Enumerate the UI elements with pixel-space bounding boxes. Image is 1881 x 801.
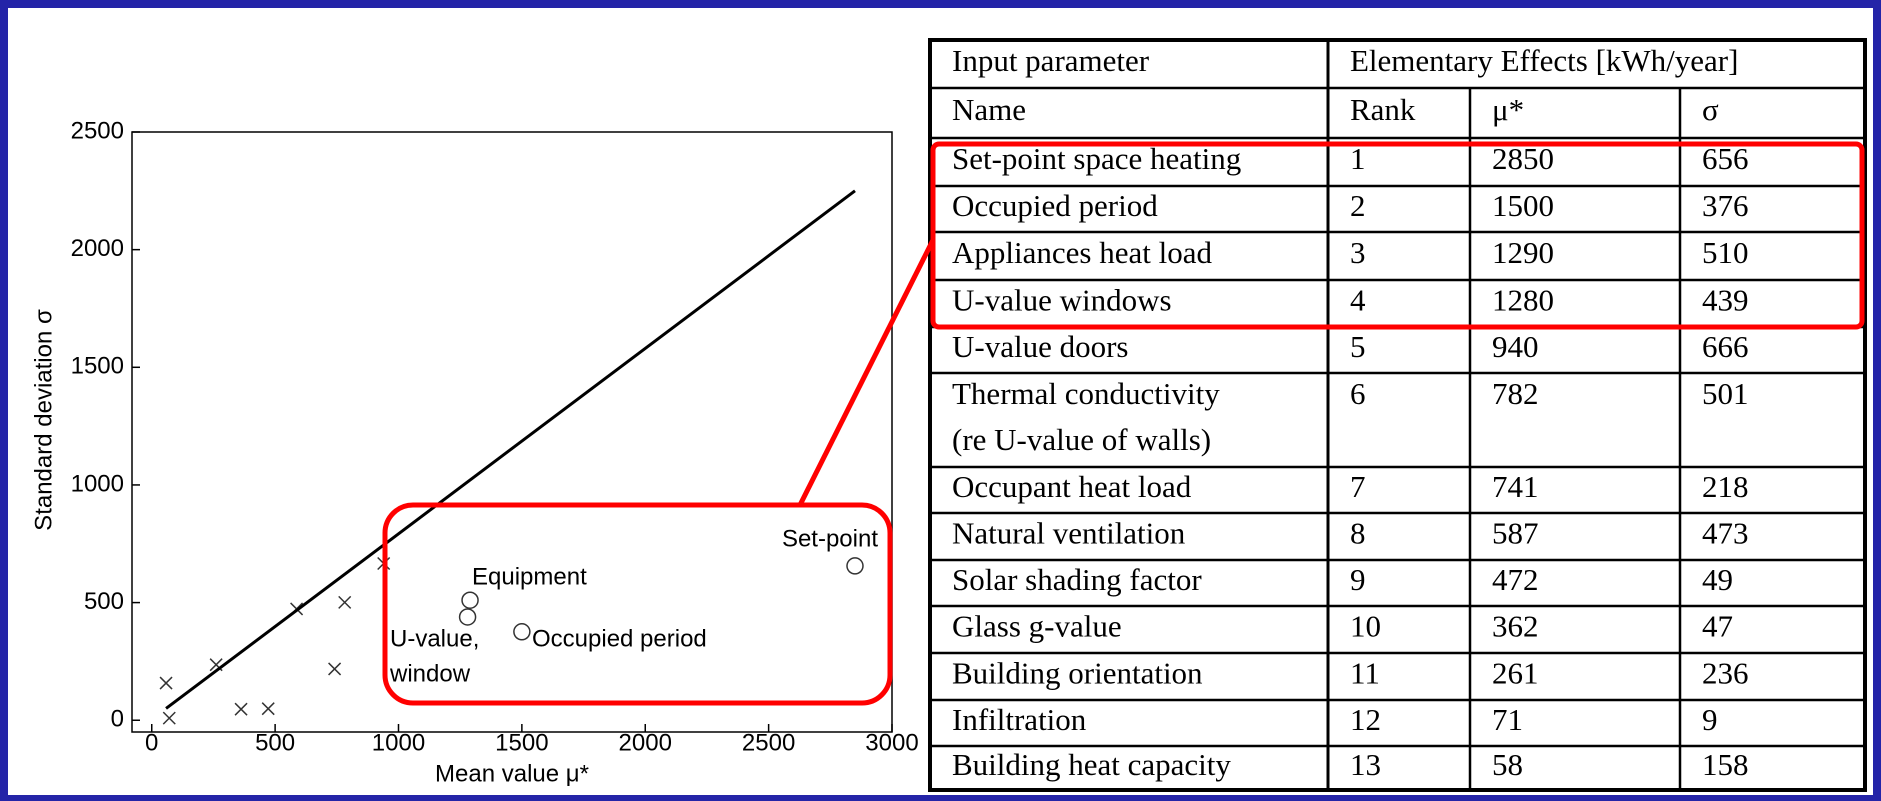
table-cell: 218 xyxy=(1702,469,1749,504)
x-tick-label: 0 xyxy=(145,729,158,756)
table-cell: 782 xyxy=(1492,376,1539,411)
trend-line xyxy=(165,189,856,710)
annotation: Occupied period xyxy=(532,625,707,652)
annotation: window xyxy=(389,660,471,687)
table-cell: 5 xyxy=(1350,329,1366,364)
table-cell: Occupant heat load xyxy=(952,469,1192,504)
table-cell: 158 xyxy=(1702,747,1749,782)
point-circle xyxy=(513,623,531,641)
highlight-chart xyxy=(382,502,893,706)
table-cell: 2850 xyxy=(1492,141,1554,176)
table-cell: 666 xyxy=(1702,329,1749,364)
table-cell: 1500 xyxy=(1492,188,1554,223)
table-cell: 58 xyxy=(1492,747,1523,782)
table-cell: 473 xyxy=(1702,516,1749,551)
y-tick-label: 1000 xyxy=(71,470,124,497)
x-tick-label: 1500 xyxy=(495,729,548,756)
table-cell: U-value windows xyxy=(952,283,1172,318)
table-cell: 13 xyxy=(1350,747,1381,782)
table-cell: Building heat capacity xyxy=(952,747,1231,782)
table-header: Input parameter xyxy=(952,43,1150,78)
table-cell: 47 xyxy=(1702,609,1733,644)
table-cell: 12 xyxy=(1350,702,1381,737)
annotation: Equipment xyxy=(472,563,587,590)
table-header: μ* xyxy=(1492,92,1524,127)
table-cell: Glass g-value xyxy=(952,609,1122,644)
table-header: Elementary Effects [kWh/year] xyxy=(1350,43,1738,78)
table-cell: Set-point space heating xyxy=(952,141,1241,176)
table-cell: 741 xyxy=(1492,469,1539,504)
y-tick-label: 0 xyxy=(111,706,124,733)
table-cell: 656 xyxy=(1702,141,1749,176)
table-frame xyxy=(928,38,1867,792)
annotation: Set-point xyxy=(782,525,878,552)
table-cell: Solar shading factor xyxy=(952,562,1202,597)
table-cell: 940 xyxy=(1492,329,1539,364)
table-cell: 7 xyxy=(1350,469,1366,504)
x-tick-label: 2500 xyxy=(742,729,795,756)
table-cell: Infiltration xyxy=(952,702,1087,737)
table-cell: 376 xyxy=(1702,188,1749,223)
table-cell: Occupied period xyxy=(952,188,1158,223)
table-cell: 49 xyxy=(1702,562,1733,597)
table-cell: 439 xyxy=(1702,283,1749,318)
y-tick-label: 2000 xyxy=(71,235,124,262)
y-tick-label: 2500 xyxy=(71,117,124,144)
point-cross xyxy=(159,676,173,690)
table-cell: 3 xyxy=(1350,235,1366,270)
point-cross xyxy=(234,702,248,716)
table-cell: 71 xyxy=(1492,702,1523,737)
table-header: σ xyxy=(1702,92,1719,127)
x-tick-label: 500 xyxy=(255,729,295,756)
table-cell: 587 xyxy=(1492,516,1539,551)
table-cell: 9 xyxy=(1702,702,1718,737)
table-cell: 1 xyxy=(1350,141,1366,176)
table-cell: 4 xyxy=(1350,283,1366,318)
y-tick-label: 1500 xyxy=(71,353,124,380)
x-axis-label: Mean value μ* xyxy=(435,760,589,787)
table-cell: 10 xyxy=(1350,609,1381,644)
table-cell: 1290 xyxy=(1492,235,1554,270)
table-cell: Natural ventilation xyxy=(952,516,1186,551)
table-cell: 9 xyxy=(1350,562,1366,597)
table-cell: 501 xyxy=(1702,376,1749,411)
annotation: U-value, xyxy=(390,625,479,652)
table-cell: 1280 xyxy=(1492,283,1554,318)
plot-frame xyxy=(131,131,893,733)
point-circle xyxy=(846,557,864,575)
table-cell: 6 xyxy=(1350,376,1366,411)
table-header: Rank xyxy=(1350,92,1416,127)
table-cell: 11 xyxy=(1350,656,1380,691)
table-cell: U-value doors xyxy=(952,329,1128,364)
table-cell: 236 xyxy=(1702,656,1749,691)
table-cell: 472 xyxy=(1492,562,1539,597)
table-cell: 510 xyxy=(1702,235,1749,270)
table-cell: Appliances heat load xyxy=(952,235,1212,270)
y-tick-label: 500 xyxy=(84,588,124,615)
table-cell: 8 xyxy=(1350,516,1366,551)
table-cell: Thermal conductivity xyxy=(952,376,1220,411)
table-header: Name xyxy=(952,92,1026,127)
x-tick-label: 2000 xyxy=(619,729,672,756)
table-cell: 362 xyxy=(1492,609,1539,644)
x-tick-label: 1000 xyxy=(372,729,425,756)
highlight-connector xyxy=(797,238,936,507)
y-axis-label: Standard deviation σ xyxy=(30,309,57,531)
table-cell: 2 xyxy=(1350,188,1366,223)
point-cross xyxy=(338,595,352,609)
point-cross xyxy=(162,711,176,725)
table-cell: (re U-value of walls) xyxy=(952,422,1211,457)
point-circle xyxy=(461,591,479,609)
highlight-table xyxy=(930,141,1865,330)
point-cross xyxy=(261,702,275,716)
point-cross xyxy=(328,662,342,676)
x-tick-label: 3000 xyxy=(865,729,918,756)
point-circle xyxy=(458,608,477,626)
table-cell: 261 xyxy=(1492,656,1539,691)
table-cell: Building orientation xyxy=(952,656,1203,691)
